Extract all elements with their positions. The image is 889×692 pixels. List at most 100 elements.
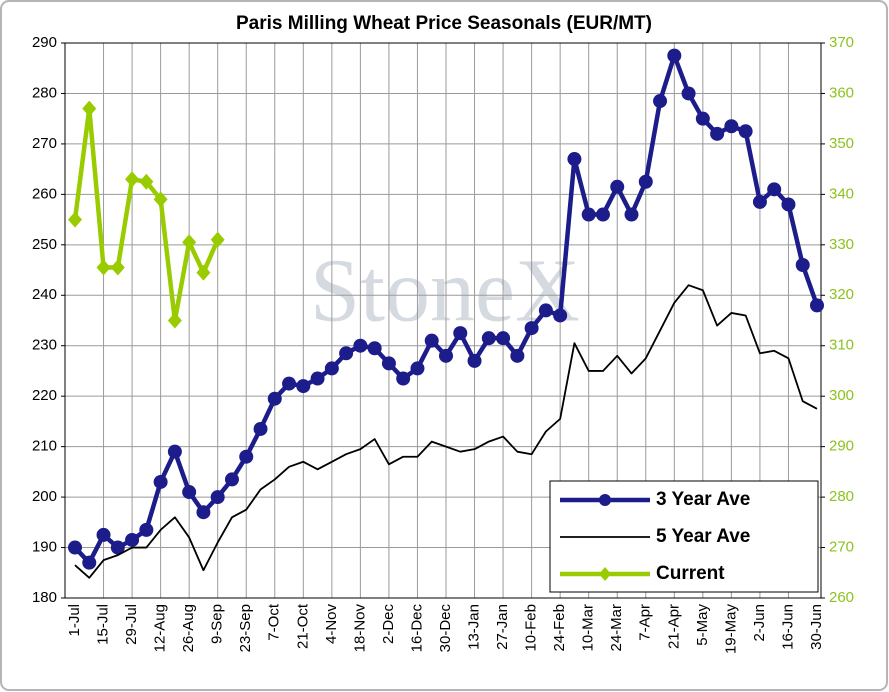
- point: [810, 298, 824, 313]
- y2-tick-label: 290: [829, 438, 854, 455]
- legend-label: Current: [656, 563, 725, 584]
- y-tick-label: 280: [32, 84, 57, 101]
- y-tick-label: 260: [32, 185, 57, 202]
- point: [196, 264, 211, 281]
- x-tick-label: 16-Dec: [408, 604, 425, 653]
- legend-marker: [599, 494, 611, 506]
- x-tick-label: 10-Feb: [523, 604, 540, 652]
- y-tick-label: 290: [32, 34, 57, 51]
- x-tick-label: 7-Oct: [266, 603, 283, 641]
- y-tick-label: 180: [32, 589, 57, 606]
- x-tick-label: 4-Nov: [323, 604, 340, 645]
- point: [239, 449, 254, 464]
- x-tick-label: 9-Sep: [209, 604, 226, 644]
- x-tick-label: 16-Jun: [779, 604, 796, 650]
- point: [767, 182, 782, 197]
- x-tick-label: 18-Nov: [351, 604, 368, 653]
- point: [424, 333, 439, 348]
- point: [752, 194, 767, 209]
- point: [681, 86, 696, 101]
- point: [781, 197, 796, 212]
- point: [595, 207, 610, 222]
- x-tick-label: 24-Feb: [551, 604, 568, 652]
- x-tick-label: 30-Dec: [437, 604, 454, 653]
- x-tick-label: 15-Jul: [95, 604, 112, 645]
- y-tick-label: 190: [32, 539, 57, 556]
- x-tick-label: 26-Aug: [180, 604, 197, 652]
- point: [367, 341, 382, 356]
- x-tick-label: 30-Jun: [808, 604, 825, 650]
- x-tick-label: 5-May: [694, 604, 711, 646]
- series-line: [74, 284, 818, 579]
- point: [110, 259, 125, 276]
- point: [153, 474, 168, 489]
- point: [410, 361, 425, 376]
- y2-tick-label: 310: [829, 337, 854, 354]
- point: [196, 505, 211, 520]
- point: [139, 522, 154, 537]
- point: [153, 191, 168, 208]
- point: [538, 303, 553, 318]
- point: [738, 124, 753, 139]
- point: [167, 444, 182, 459]
- point: [182, 485, 197, 500]
- y2-tick-label: 340: [829, 185, 854, 202]
- point: [125, 171, 140, 188]
- point: [653, 94, 668, 109]
- point: [68, 540, 82, 555]
- point: [453, 326, 468, 341]
- y2-tick-label: 260: [829, 589, 854, 606]
- y2-tick-label: 360: [829, 84, 854, 101]
- point: [224, 472, 239, 487]
- point: [795, 258, 810, 272]
- y2-tick-label: 320: [829, 286, 854, 303]
- point: [667, 48, 682, 63]
- plot-area: [64, 42, 822, 599]
- point: [610, 179, 625, 194]
- point: [82, 100, 97, 117]
- y-tick-label: 210: [32, 438, 57, 455]
- point: [710, 126, 725, 141]
- point: [481, 331, 496, 346]
- point: [253, 421, 268, 436]
- x-tick-label: 10-Mar: [580, 604, 597, 652]
- x-tick-label: 19-May: [722, 604, 739, 655]
- y-tick-label: 270: [32, 135, 57, 152]
- x-tick-label: 24-Mar: [608, 604, 625, 652]
- x-tick-label: 12-Aug: [152, 604, 169, 652]
- point: [96, 527, 111, 542]
- x-tick-label: 13-Jan: [466, 604, 483, 650]
- y-tick-label: 230: [32, 337, 57, 354]
- point: [439, 348, 453, 363]
- x-tick-label: 29-Jul: [123, 604, 140, 645]
- point: [210, 231, 225, 248]
- x-tick-label: 2-Dec: [380, 604, 397, 645]
- point: [510, 348, 525, 363]
- point: [581, 207, 596, 222]
- point: [695, 111, 710, 126]
- point: [267, 391, 282, 406]
- y2-tick-label: 270: [829, 539, 854, 556]
- point: [210, 490, 225, 505]
- y-tick-label: 220: [32, 387, 57, 404]
- y2-tick-label: 370: [829, 34, 854, 51]
- y-tick-label: 240: [32, 286, 57, 303]
- legend-label: 5 Year Ave: [656, 526, 750, 547]
- x-tick-label: 27-Jan: [494, 604, 511, 650]
- y-tick-label: 200: [32, 488, 57, 505]
- point: [96, 259, 111, 276]
- point: [282, 376, 297, 391]
- point: [524, 321, 539, 336]
- x-tick-label: 1-Jul: [66, 604, 83, 637]
- point: [396, 371, 411, 386]
- y2-tick-label: 330: [829, 236, 854, 253]
- point: [68, 211, 82, 228]
- y2-tick-label: 280: [829, 488, 854, 505]
- point: [139, 173, 154, 190]
- legend-marker: [599, 567, 611, 581]
- x-tick-label: 23-Sep: [237, 604, 254, 652]
- x-tick-label: 2-Jun: [751, 604, 768, 642]
- point: [553, 308, 568, 323]
- legend-label: 3 Year Ave: [656, 489, 750, 510]
